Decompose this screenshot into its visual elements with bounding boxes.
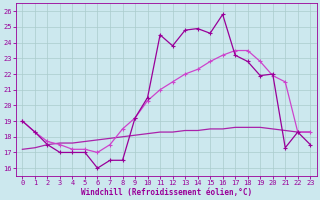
X-axis label: Windchill (Refroidissement éolien,°C): Windchill (Refroidissement éolien,°C) xyxy=(81,188,252,197)
